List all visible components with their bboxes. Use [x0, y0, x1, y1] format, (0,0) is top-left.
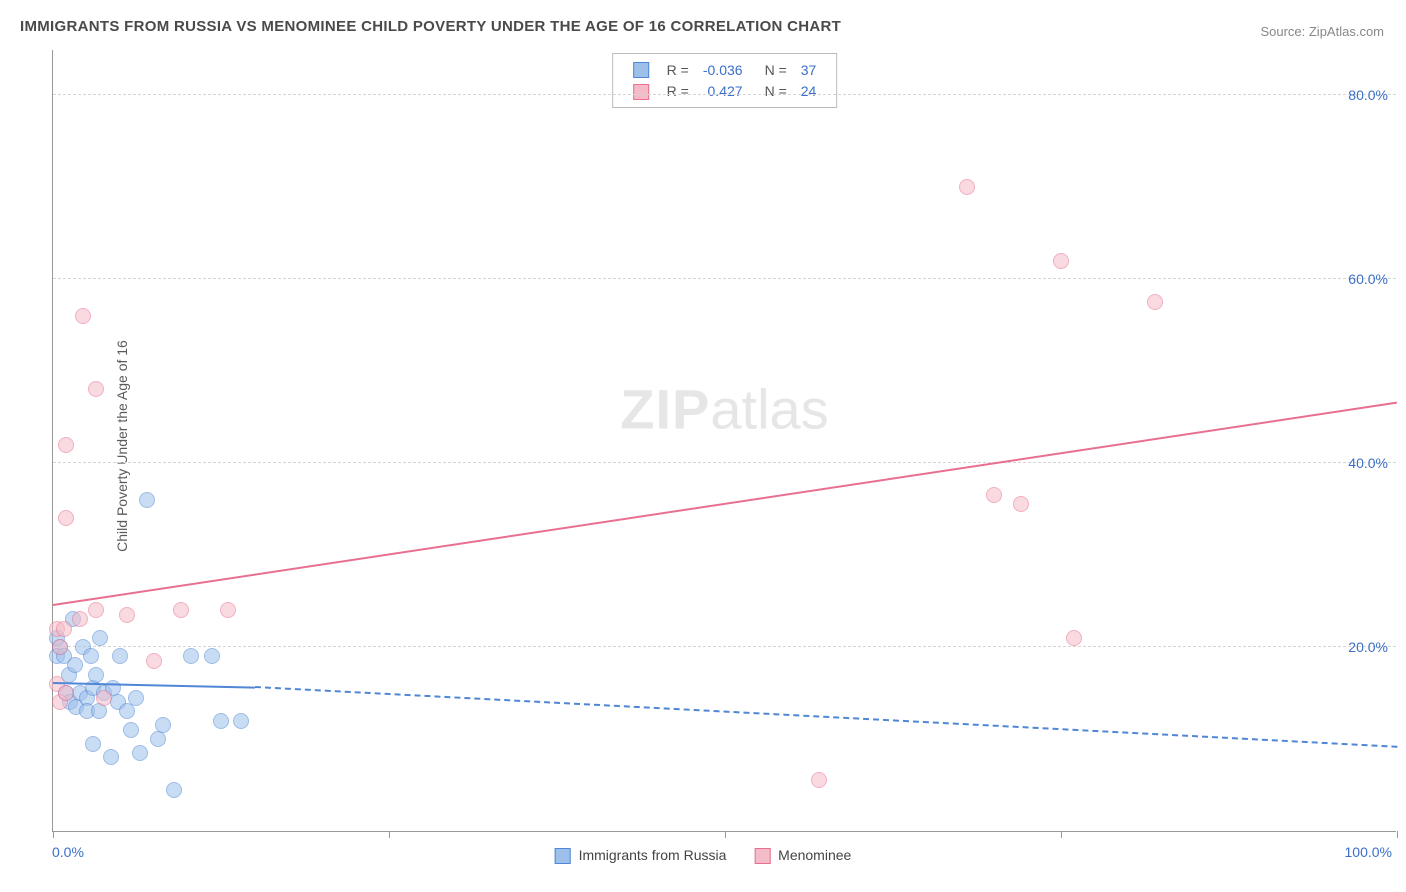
- n-value-b: 24: [795, 81, 823, 100]
- data-point: [88, 602, 104, 618]
- x-tick: [389, 831, 390, 838]
- x-tick: [725, 831, 726, 838]
- data-point: [155, 717, 171, 733]
- y-tick-label: 60.0%: [1348, 271, 1388, 287]
- data-point: [220, 602, 236, 618]
- data-point: [58, 437, 74, 453]
- data-point: [52, 639, 68, 655]
- gridline: [53, 462, 1396, 463]
- x-tick-min: 0.0%: [52, 844, 84, 860]
- r-value-a: -0.036: [697, 60, 749, 79]
- data-point: [85, 736, 101, 752]
- x-tick: [53, 831, 54, 838]
- data-point: [119, 607, 135, 623]
- data-point: [139, 492, 155, 508]
- data-point: [1013, 496, 1029, 512]
- data-point: [204, 648, 220, 664]
- swatch-series-a: [633, 62, 649, 78]
- data-point: [128, 690, 144, 706]
- chart-title: IMMIGRANTS FROM RUSSIA VS MENOMINEE CHIL…: [20, 18, 841, 35]
- trend-line: [53, 401, 1397, 605]
- data-point: [1147, 294, 1163, 310]
- gridline: [53, 646, 1396, 647]
- swatch-series-b: [633, 84, 649, 100]
- swatch-series-b-bottom: [754, 848, 770, 864]
- data-point: [112, 648, 128, 664]
- y-tick-label: 80.0%: [1348, 87, 1388, 103]
- data-point: [58, 685, 74, 701]
- source-attribution: Source: ZipAtlas.com: [1260, 24, 1384, 39]
- data-point: [146, 653, 162, 669]
- x-tick: [1397, 831, 1398, 838]
- data-point: [173, 602, 189, 618]
- data-point: [213, 713, 229, 729]
- data-point: [58, 510, 74, 526]
- data-point: [132, 745, 148, 761]
- x-tick: [1061, 831, 1062, 838]
- n-value-a: 37: [795, 60, 823, 79]
- plot-area: ZIPatlas R = -0.036 N = 37 R = 0.427 N =…: [52, 50, 1396, 832]
- data-point: [166, 782, 182, 798]
- data-point: [1053, 253, 1069, 269]
- legend-stats: R = -0.036 N = 37 R = 0.427 N = 24: [612, 53, 838, 108]
- data-point: [811, 772, 827, 788]
- data-point: [75, 308, 91, 324]
- correlation-chart: IMMIGRANTS FROM RUSSIA VS MENOMINEE CHIL…: [0, 0, 1406, 892]
- gridline: [53, 94, 1396, 95]
- data-point: [92, 630, 108, 646]
- data-point: [959, 179, 975, 195]
- data-point: [96, 690, 112, 706]
- data-point: [56, 621, 72, 637]
- x-tick-max: 100.0%: [1345, 844, 1392, 860]
- data-point: [72, 611, 88, 627]
- data-point: [183, 648, 199, 664]
- data-point: [91, 703, 107, 719]
- swatch-series-a-bottom: [555, 848, 571, 864]
- gridline: [53, 278, 1396, 279]
- data-point: [88, 381, 104, 397]
- data-point: [83, 648, 99, 664]
- data-point: [67, 657, 83, 673]
- y-tick-label: 40.0%: [1348, 455, 1388, 471]
- y-tick-label: 20.0%: [1348, 639, 1388, 655]
- data-point: [88, 667, 104, 683]
- trend-line: [255, 686, 1397, 748]
- legend-row-series-a: R = -0.036 N = 37: [627, 60, 823, 79]
- data-point: [233, 713, 249, 729]
- data-point: [103, 749, 119, 765]
- data-point: [119, 703, 135, 719]
- legend-row-series-b: R = 0.427 N = 24: [627, 81, 823, 100]
- legend-series: Immigrants from Russia Menominee: [543, 847, 864, 864]
- data-point: [123, 722, 139, 738]
- r-value-b: 0.427: [697, 81, 749, 100]
- data-point: [986, 487, 1002, 503]
- data-point: [150, 731, 166, 747]
- watermark: ZIPatlas: [620, 377, 828, 442]
- data-point: [1066, 630, 1082, 646]
